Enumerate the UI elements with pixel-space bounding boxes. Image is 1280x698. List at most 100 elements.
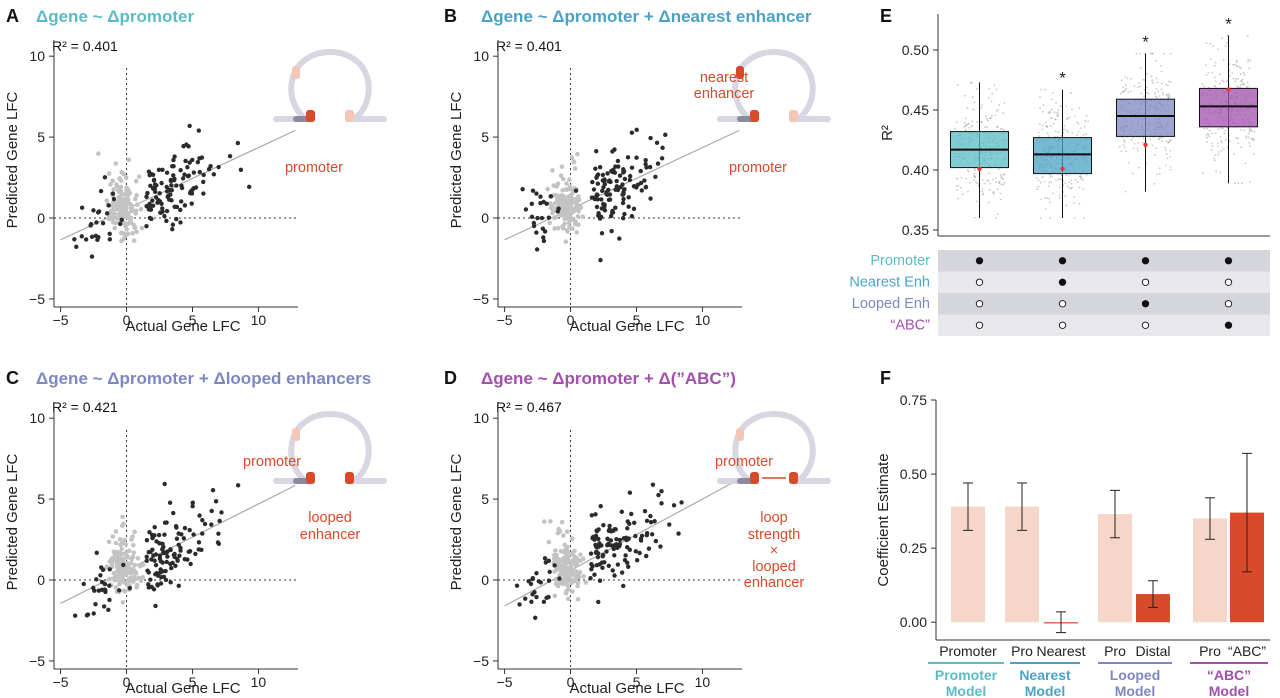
data-point-significant <box>101 604 107 609</box>
data-point-significant <box>629 165 635 170</box>
included-dot <box>1224 321 1233 329</box>
x-tick-label: 0 <box>567 312 575 328</box>
data-point-significant <box>589 562 594 567</box>
data-point-significant <box>547 569 552 575</box>
bootstrap-point <box>1158 167 1161 170</box>
data-point-nonsignificant <box>119 546 125 552</box>
data-point-significant <box>72 237 77 242</box>
bootstrap-point <box>991 92 994 95</box>
bar-label: Promoter <box>939 643 997 659</box>
data-point-nonsignificant <box>541 519 547 524</box>
chromatin-loop-schematic <box>717 411 831 484</box>
data-point-significant <box>148 577 153 582</box>
bootstrap-point <box>1071 108 1073 111</box>
significance-star: * <box>1142 33 1149 52</box>
data-point-nonsignificant <box>133 196 138 202</box>
data-point-significant <box>106 607 111 613</box>
data-point-significant <box>193 551 198 557</box>
data-point-significant <box>594 562 600 568</box>
bootstrap-point <box>1046 197 1049 200</box>
data-point-significant <box>74 244 79 249</box>
bootstrap-point <box>1132 147 1135 150</box>
promoter-mark <box>750 110 759 122</box>
data-point-nonsignificant <box>129 208 135 214</box>
data-point-significant <box>534 594 539 600</box>
data-point-significant <box>110 191 116 196</box>
x-axis-label: Actual Gene LFC <box>569 680 684 697</box>
bootstrap-point <box>1204 64 1207 66</box>
data-point-significant <box>168 547 173 552</box>
bootstrap-point <box>1085 133 1088 135</box>
bootstrap-point <box>1167 96 1170 99</box>
coefficient-bar-panel: Coefficient Estimate <box>875 453 892 586</box>
r2-label: R² = 0.421 <box>52 399 118 415</box>
bootstrap-point <box>960 176 963 179</box>
bootstrap-point <box>1131 172 1134 175</box>
data-point-significant <box>104 211 110 216</box>
bootstrap-point <box>995 110 998 113</box>
bootstrap-point <box>999 173 1002 176</box>
data-point-significant <box>644 530 650 536</box>
bootstrap-point <box>1157 90 1160 93</box>
bootstrap-point <box>1063 128 1065 131</box>
data-point-nonsignificant <box>110 534 116 539</box>
data-point-significant <box>622 187 627 192</box>
bootstrap-point <box>1127 161 1130 164</box>
data-point-significant <box>149 584 154 590</box>
y-tick-label: 0 <box>481 210 489 226</box>
data-point-significant <box>208 163 213 169</box>
data-point-significant <box>642 178 647 183</box>
bootstrap-point <box>1229 74 1231 77</box>
feature-label: Nearest Enh <box>849 275 930 291</box>
data-point-nonsignificant <box>562 580 567 586</box>
data-point-nonsignificant <box>134 193 139 198</box>
data-point-significant <box>600 565 605 570</box>
data-point-significant <box>174 536 180 541</box>
bootstrap-point <box>1169 165 1172 168</box>
data-point-significant <box>534 191 539 196</box>
data-point-significant <box>121 562 126 568</box>
bootstrap-point <box>1073 115 1076 118</box>
bootstrap-point <box>1205 42 1208 44</box>
x-tick-label: 5 <box>189 312 197 328</box>
model-label: Model <box>946 683 986 698</box>
included-dot <box>1141 300 1150 308</box>
bootstrap-point <box>972 108 975 111</box>
data-point-nonsignificant <box>108 210 114 215</box>
data-point-significant <box>94 220 99 225</box>
scatter-panel-a: Δgene ~ Δpromoter R² = 0.401 Actual Gene… <box>4 7 241 335</box>
bootstrap-point <box>1241 80 1243 83</box>
data-point-significant <box>605 536 610 542</box>
bootstrap-point <box>986 119 989 122</box>
bootstrap-point <box>1137 141 1140 144</box>
bootstrap-point <box>1130 139 1133 142</box>
data-point-significant <box>602 202 607 207</box>
bootstrap-point <box>1039 217 1042 219</box>
data-point-significant <box>627 490 633 495</box>
data-point-significant <box>612 553 617 558</box>
bootstrap-point <box>976 182 979 185</box>
bootstrap-point <box>1068 181 1071 184</box>
data-point-nonsignificant <box>560 224 565 229</box>
bootstrap-point <box>1139 85 1142 88</box>
data-point-significant <box>659 489 664 494</box>
bootstrap-point <box>1002 183 1005 186</box>
data-point-nonsignificant <box>576 208 582 214</box>
bootstrap-point <box>1044 207 1047 210</box>
data-point-significant <box>625 560 630 566</box>
data-point-nonsignificant <box>106 171 112 176</box>
data-point-significant <box>599 543 604 548</box>
data-point-nonsignificant <box>574 561 579 567</box>
data-point-significant <box>201 179 206 185</box>
bootstrap-point <box>1169 155 1172 158</box>
model-label: Model <box>1025 683 1065 698</box>
data-point-significant <box>171 157 176 163</box>
data-point-nonsignificant <box>107 576 112 582</box>
promoter-mark <box>306 110 315 122</box>
bootstrap-point <box>1122 136 1124 139</box>
data-point-significant <box>162 481 167 487</box>
bootstrap-point <box>1225 80 1228 83</box>
bootstrap-point <box>1137 86 1140 89</box>
bootstrap-point <box>1082 188 1085 191</box>
